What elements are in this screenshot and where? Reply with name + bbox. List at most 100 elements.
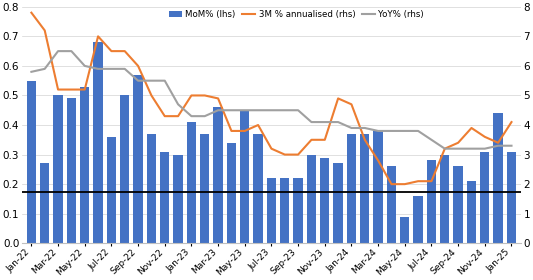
3M % annualised (rhs) xyxy=(495,141,502,144)
YoY% (rhs) xyxy=(482,147,488,150)
3M % annualised (rhs) xyxy=(241,129,248,133)
YoY% (rhs) xyxy=(321,120,328,124)
Bar xyxy=(360,134,369,243)
YoY% (rhs) xyxy=(148,79,155,82)
3M % annualised (rhs) xyxy=(148,94,155,97)
3M % annualised (rhs) xyxy=(161,115,168,118)
3M % annualised (rhs) xyxy=(308,138,314,141)
YoY% (rhs) xyxy=(175,103,181,106)
3M % annualised (rhs) xyxy=(321,138,328,141)
YoY% (rhs) xyxy=(508,144,515,147)
Bar xyxy=(213,107,223,243)
YoY% (rhs) xyxy=(228,109,235,112)
YoY% (rhs) xyxy=(42,67,48,71)
Bar xyxy=(200,134,209,243)
Bar xyxy=(387,166,396,243)
YoY% (rhs) xyxy=(348,126,354,130)
Bar xyxy=(67,98,76,243)
3M % annualised (rhs) xyxy=(135,64,141,67)
3M % annualised (rhs) xyxy=(201,94,208,97)
3M % annualised (rhs) xyxy=(361,138,368,141)
3M % annualised (rhs) xyxy=(429,179,435,183)
YoY% (rhs) xyxy=(388,129,394,133)
Bar xyxy=(173,155,183,243)
3M % annualised (rhs) xyxy=(482,135,488,139)
3M % annualised (rhs) xyxy=(95,35,101,38)
3M % annualised (rhs) xyxy=(469,126,475,130)
Bar xyxy=(80,87,90,243)
Line: 3M % annualised (rhs): 3M % annualised (rhs) xyxy=(31,13,512,184)
Bar xyxy=(320,158,329,243)
YoY% (rhs) xyxy=(82,64,88,67)
YoY% (rhs) xyxy=(201,115,208,118)
Bar xyxy=(27,81,36,243)
Bar xyxy=(307,155,316,243)
3M % annualised (rhs) xyxy=(255,123,261,127)
Bar xyxy=(494,113,503,243)
3M % annualised (rhs) xyxy=(388,183,394,186)
3M % annualised (rhs) xyxy=(442,147,448,150)
YoY% (rhs) xyxy=(135,79,141,82)
3M % annualised (rhs) xyxy=(55,88,61,91)
YoY% (rhs) xyxy=(335,120,341,124)
Bar xyxy=(107,137,116,243)
YoY% (rhs) xyxy=(28,70,35,73)
Bar xyxy=(133,75,143,243)
YoY% (rhs) xyxy=(68,50,75,53)
Bar xyxy=(267,178,276,243)
Bar xyxy=(440,155,449,243)
YoY% (rhs) xyxy=(95,67,101,71)
YoY% (rhs) xyxy=(469,147,475,150)
YoY% (rhs) xyxy=(495,144,502,147)
3M % annualised (rhs) xyxy=(68,88,75,91)
Bar xyxy=(480,152,489,243)
YoY% (rhs) xyxy=(268,109,274,112)
3M % annualised (rhs) xyxy=(281,153,288,156)
YoY% (rhs) xyxy=(429,138,435,141)
3M % annualised (rhs) xyxy=(375,159,381,162)
YoY% (rhs) xyxy=(295,109,301,112)
YoY% (rhs) xyxy=(455,147,462,150)
YoY% (rhs) xyxy=(55,50,61,53)
Bar xyxy=(240,110,249,243)
YoY% (rhs) xyxy=(161,79,168,82)
3M % annualised (rhs) xyxy=(401,183,408,186)
3M % annualised (rhs) xyxy=(215,97,221,100)
YoY% (rhs) xyxy=(375,129,381,133)
Bar xyxy=(507,152,516,243)
YoY% (rhs) xyxy=(122,67,128,71)
YoY% (rhs) xyxy=(361,126,368,130)
3M % annualised (rhs) xyxy=(335,97,341,100)
YoY% (rhs) xyxy=(108,67,115,71)
Bar xyxy=(280,178,289,243)
3M % annualised (rhs) xyxy=(348,103,354,106)
Bar xyxy=(40,164,50,243)
3M % annualised (rhs) xyxy=(455,141,462,144)
3M % annualised (rhs) xyxy=(108,50,115,53)
YoY% (rhs) xyxy=(442,147,448,150)
3M % annualised (rhs) xyxy=(175,115,181,118)
3M % annualised (rhs) xyxy=(82,88,88,91)
Bar xyxy=(227,143,236,243)
YoY% (rhs) xyxy=(281,109,288,112)
Bar xyxy=(454,166,463,243)
Bar xyxy=(467,181,476,243)
Bar xyxy=(160,152,169,243)
3M % annualised (rhs) xyxy=(122,50,128,53)
Bar xyxy=(147,134,156,243)
Bar xyxy=(294,178,303,243)
Line: YoY% (rhs): YoY% (rhs) xyxy=(31,51,512,149)
YoY% (rhs) xyxy=(255,109,261,112)
3M % annualised (rhs) xyxy=(228,129,235,133)
Bar xyxy=(253,134,263,243)
Bar xyxy=(374,131,383,243)
Bar xyxy=(187,122,196,243)
Bar xyxy=(93,42,103,243)
Bar xyxy=(53,95,63,243)
YoY% (rhs) xyxy=(215,109,221,112)
3M % annualised (rhs) xyxy=(415,179,421,183)
Bar xyxy=(120,95,130,243)
YoY% (rhs) xyxy=(415,129,421,133)
YoY% (rhs) xyxy=(401,129,408,133)
3M % annualised (rhs) xyxy=(28,11,35,14)
